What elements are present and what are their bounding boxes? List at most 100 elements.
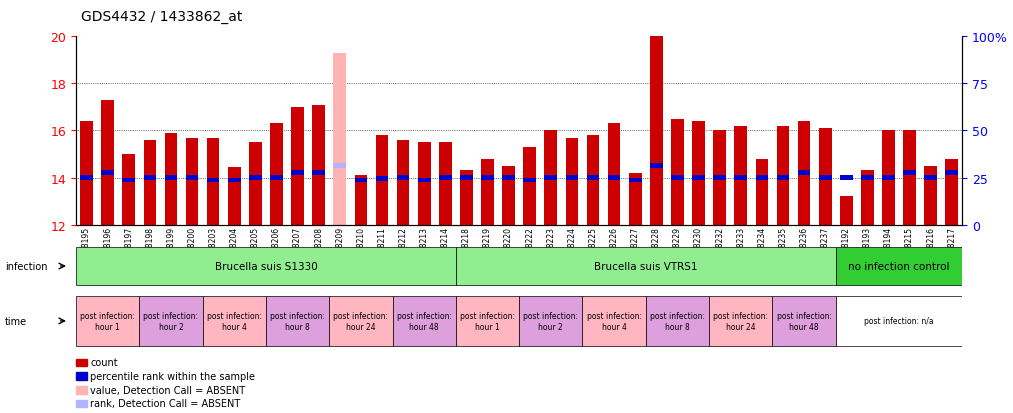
Text: post infection:
hour 4: post infection: hour 4 (587, 311, 641, 331)
Bar (671, 176, 684, 180)
Bar (312, 105, 325, 225)
Text: percentile rank within the sample: percentile rank within the sample (90, 371, 255, 381)
Text: GDS4432 / 1433862_at: GDS4432 / 1433862_at (81, 10, 242, 24)
Text: rank, Detection Call = ABSENT: rank, Detection Call = ABSENT (90, 399, 240, 408)
Bar (692, 122, 705, 225)
FancyBboxPatch shape (76, 296, 139, 346)
Bar (819, 176, 832, 180)
Bar (439, 176, 452, 180)
Bar (333, 54, 346, 225)
Bar (164, 176, 177, 180)
Text: post infection:
hour 4: post infection: hour 4 (207, 311, 261, 331)
Text: post infection:
hour 2: post infection: hour 2 (144, 311, 199, 331)
Bar (439, 143, 452, 225)
Bar (734, 126, 747, 225)
Bar (123, 154, 135, 225)
Bar (756, 176, 768, 180)
Bar (650, 37, 663, 225)
Bar (924, 176, 937, 180)
Text: post infection:
hour 2: post infection: hour 2 (524, 311, 578, 331)
Text: value, Detection Call = ABSENT: value, Detection Call = ABSENT (90, 385, 245, 395)
FancyBboxPatch shape (203, 296, 265, 346)
Bar (417, 143, 431, 225)
Bar (524, 178, 536, 183)
Bar (819, 129, 832, 225)
Bar (904, 171, 916, 176)
Text: post infection:
hour 1: post infection: hour 1 (80, 311, 135, 331)
Text: count: count (90, 358, 118, 368)
FancyBboxPatch shape (76, 248, 456, 285)
Bar (481, 159, 493, 225)
Bar (734, 176, 747, 180)
FancyBboxPatch shape (265, 296, 329, 346)
Text: infection: infection (5, 261, 48, 271)
Bar (376, 177, 388, 182)
Bar (355, 178, 367, 183)
FancyBboxPatch shape (456, 296, 519, 346)
Text: post infection:
hour 24: post infection: hour 24 (713, 311, 768, 331)
FancyBboxPatch shape (645, 296, 709, 346)
Bar (207, 178, 220, 183)
Text: Brucella suis VTRS1: Brucella suis VTRS1 (594, 261, 698, 271)
Bar (270, 176, 283, 180)
Bar (797, 171, 810, 176)
Bar (144, 176, 156, 180)
Bar (840, 176, 853, 180)
Bar (80, 122, 93, 225)
FancyBboxPatch shape (772, 296, 836, 346)
Bar (565, 138, 578, 225)
Bar (629, 173, 641, 225)
Text: post infection:
hour 1: post infection: hour 1 (460, 311, 515, 331)
Bar (101, 101, 113, 225)
Bar (502, 166, 515, 225)
Bar (417, 178, 431, 183)
Bar (185, 176, 199, 180)
Bar (164, 133, 177, 225)
Text: post infection: n/a: post infection: n/a (864, 317, 934, 325)
Bar (861, 171, 873, 225)
Bar (904, 131, 916, 225)
FancyBboxPatch shape (329, 296, 392, 346)
Bar (565, 176, 578, 180)
Bar (481, 176, 493, 180)
FancyBboxPatch shape (836, 248, 962, 285)
FancyBboxPatch shape (519, 296, 582, 346)
Bar (249, 143, 261, 225)
Bar (312, 171, 325, 176)
Bar (376, 136, 388, 225)
Bar (650, 164, 663, 169)
Bar (502, 176, 515, 180)
Bar (80, 176, 93, 180)
FancyBboxPatch shape (456, 248, 836, 285)
Bar (924, 166, 937, 225)
Bar (228, 168, 240, 225)
FancyBboxPatch shape (709, 296, 772, 346)
Bar (756, 159, 768, 225)
Bar (544, 176, 557, 180)
FancyBboxPatch shape (139, 296, 203, 346)
Bar (291, 171, 304, 176)
Bar (270, 124, 283, 225)
Bar (123, 178, 135, 183)
Bar (460, 171, 473, 225)
Bar (671, 119, 684, 225)
Bar (713, 131, 726, 225)
Bar (840, 197, 853, 225)
Text: post infection:
hour 48: post infection: hour 48 (397, 311, 452, 331)
Text: post infection:
hour 8: post infection: hour 8 (650, 311, 705, 331)
Bar (544, 131, 557, 225)
Bar (101, 171, 113, 176)
Bar (228, 178, 240, 183)
Text: no infection control: no infection control (848, 261, 950, 271)
Bar (587, 176, 600, 180)
Bar (608, 176, 620, 180)
Bar (861, 176, 873, 180)
Bar (460, 176, 473, 180)
Bar (882, 176, 894, 180)
Text: post infection:
hour 24: post infection: hour 24 (333, 311, 388, 331)
FancyBboxPatch shape (836, 296, 962, 346)
Bar (713, 176, 726, 180)
Bar (797, 122, 810, 225)
Bar (629, 178, 641, 183)
Bar (249, 176, 261, 180)
